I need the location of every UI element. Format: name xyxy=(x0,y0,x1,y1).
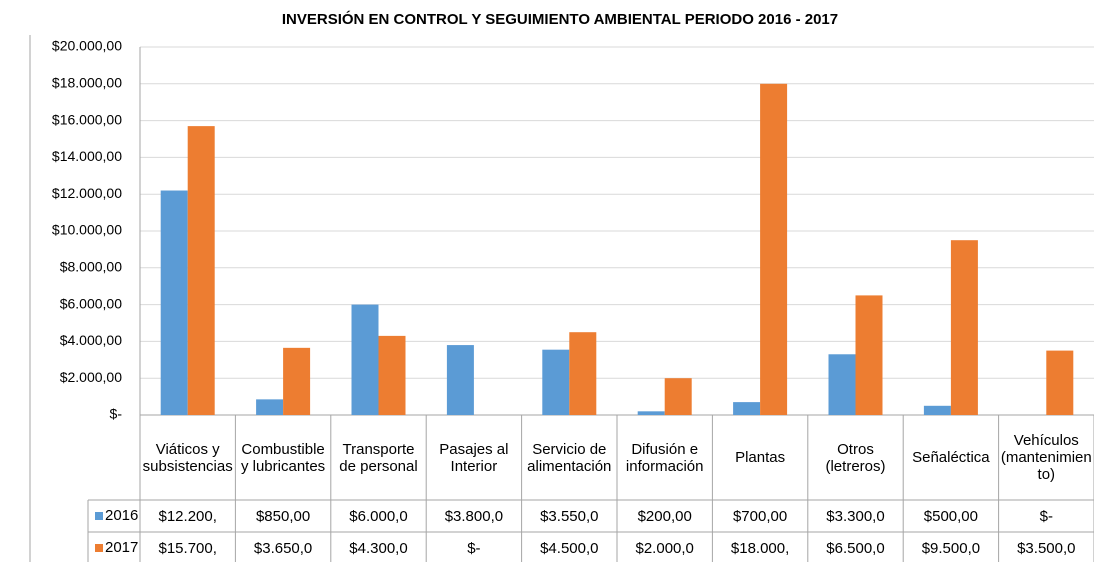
category-label: Viáticos y subsistencias xyxy=(142,440,233,475)
y-tick-label: $16.000,00 xyxy=(52,111,122,127)
chart-title: INVERSIÓN EN CONTROL Y SEGUIMIENTO AMBIE… xyxy=(282,10,838,28)
bar xyxy=(283,347,311,415)
category-label: Transporte de personal xyxy=(339,440,418,475)
category-label: Vehículos (mantenimiento) xyxy=(1000,432,1092,483)
bar xyxy=(637,411,665,415)
bar xyxy=(664,378,692,415)
bar xyxy=(542,349,570,415)
bar xyxy=(733,402,761,415)
y-tick-label: $20.000,00 xyxy=(52,38,122,54)
bar xyxy=(569,332,597,415)
y-tick-label: $6.000,00 xyxy=(60,295,122,311)
bar xyxy=(378,335,406,415)
y-tick-label: $10.000,00 xyxy=(52,222,122,238)
table-value: $850,00 xyxy=(255,507,311,525)
table-value: $3.500,0 xyxy=(1017,539,1076,557)
category-label: Plantas xyxy=(735,449,786,466)
category-label: Señaléctica xyxy=(912,449,990,466)
y-tick-label: $18.000,00 xyxy=(52,75,122,91)
bar xyxy=(760,83,788,416)
table-value: $- xyxy=(467,539,481,557)
legend-label: 2016 xyxy=(105,507,138,524)
table-value: $12.200, xyxy=(158,507,217,525)
bar xyxy=(855,295,883,415)
category-label: Servicio de alimentación xyxy=(527,440,612,475)
table-value: $18.000, xyxy=(730,539,790,557)
table-value: $9.500,0 xyxy=(921,539,981,557)
y-tick-label: $14.000,00 xyxy=(52,148,122,164)
y-tick-label: $- xyxy=(110,406,123,422)
y-tick-label: $2.000,00 xyxy=(60,369,122,385)
bar xyxy=(160,190,188,415)
bar xyxy=(446,345,474,415)
table-value: $3.650,0 xyxy=(253,539,313,557)
y-tick-label: $4.000,00 xyxy=(60,332,122,348)
category-label: Otros (letreros) xyxy=(825,440,886,475)
bar xyxy=(187,126,215,416)
table-value: $3.300,0 xyxy=(826,507,885,525)
table-value: $6.000,0 xyxy=(349,507,408,525)
table-value: $4.300,0 xyxy=(349,539,408,557)
category-label: Combustible y lubricantes xyxy=(240,440,326,475)
legend-swatch xyxy=(95,544,103,552)
bar xyxy=(950,240,978,415)
y-tick-label: $8.000,00 xyxy=(60,259,122,275)
bar xyxy=(828,354,856,415)
table-value: $4.500,0 xyxy=(540,539,599,557)
legend-label: 2017 xyxy=(105,539,138,556)
legend-swatch xyxy=(95,512,103,520)
table-value: $3.800,0 xyxy=(444,507,504,525)
bar xyxy=(923,405,951,415)
bar xyxy=(1046,350,1074,415)
bar xyxy=(351,304,379,415)
category-label: Difusión e información xyxy=(625,440,704,475)
table-value: $700,00 xyxy=(732,507,788,525)
table-value: $2.000,0 xyxy=(635,539,694,557)
table-value: $15.700, xyxy=(158,539,217,557)
bar xyxy=(256,399,284,415)
table-value: $500,00 xyxy=(923,507,978,525)
table-value: $200,00 xyxy=(637,507,692,525)
y-tick-label: $12.000,00 xyxy=(52,185,122,201)
table-value: $- xyxy=(1039,507,1053,525)
table-value: $3.550,0 xyxy=(540,507,599,525)
table-value: $6.500,0 xyxy=(826,539,885,557)
category-label: Pasajes al Interior xyxy=(439,440,509,475)
